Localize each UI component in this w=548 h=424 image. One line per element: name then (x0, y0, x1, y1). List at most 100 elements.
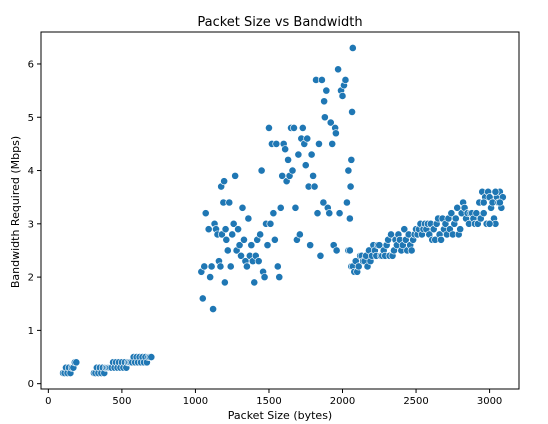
data-point (272, 139, 281, 148)
chart-title: Packet Size vs Bandwidth (197, 15, 362, 30)
data-point (225, 198, 234, 207)
data-point (345, 214, 354, 223)
axis-ticks: 0 500 1000 1500 2000 2500 3000 0 1 2 3 4 5 6 (28, 59, 503, 407)
data-point (221, 225, 230, 234)
data-point (200, 262, 209, 271)
data-point (260, 273, 269, 282)
data-point (243, 262, 251, 271)
data-point (326, 118, 335, 127)
data-point (206, 273, 215, 282)
data-point (222, 235, 231, 244)
data-point (257, 166, 266, 175)
data-point (256, 230, 265, 239)
data-point (301, 161, 310, 170)
data-points (59, 44, 507, 377)
data-point (235, 241, 244, 250)
data-point (269, 209, 278, 218)
data-point (319, 198, 328, 207)
data-point (231, 171, 240, 180)
y-tick-label: 6 (28, 59, 34, 70)
data-point (294, 150, 303, 159)
data-point (331, 129, 340, 138)
data-point (322, 86, 331, 95)
data-point (198, 294, 207, 303)
data-point (313, 209, 322, 218)
data-point (451, 214, 460, 223)
x-tick-label: 2000 (330, 396, 355, 407)
data-point (325, 209, 334, 218)
data-point (320, 97, 329, 106)
data-point (348, 44, 357, 52)
data-point (315, 139, 323, 148)
data-point (266, 219, 275, 228)
data-point (491, 187, 500, 196)
data-point (265, 124, 273, 132)
data-point (485, 219, 494, 228)
data-point (348, 108, 356, 116)
data-point (226, 262, 235, 271)
y-axis-title: Bandwidth Required (Mbps) (9, 136, 22, 288)
data-point (407, 246, 416, 255)
data-point (306, 241, 315, 250)
data-point (354, 262, 363, 271)
data-point (341, 76, 350, 84)
data-point (343, 198, 351, 207)
data-point (347, 155, 356, 164)
data-point (479, 209, 488, 218)
data-point (437, 235, 445, 244)
x-tick-label: 500 (112, 396, 131, 407)
x-tick-label: 0 (45, 396, 51, 407)
data-point (338, 92, 347, 100)
data-point (332, 246, 341, 255)
x-tick-label: 3000 (477, 396, 502, 407)
data-point (447, 209, 456, 218)
data-point (209, 305, 217, 313)
data-point (334, 65, 342, 74)
data-point (270, 235, 279, 244)
data-point (298, 124, 307, 132)
data-point (309, 171, 317, 180)
data-point (216, 262, 225, 271)
data-point (291, 203, 300, 212)
data-point (288, 166, 297, 175)
data-point (244, 214, 253, 223)
data-point (456, 225, 465, 234)
data-point (223, 246, 232, 255)
y-tick-label: 4 (28, 166, 34, 177)
data-point (275, 273, 284, 282)
data-point (263, 241, 272, 250)
y-tick-label: 3 (28, 219, 34, 230)
data-point (228, 230, 237, 239)
data-point (295, 230, 304, 239)
data-point (276, 203, 285, 212)
data-point (400, 225, 409, 234)
data-point (220, 278, 229, 287)
data-point (72, 358, 81, 367)
data-point (310, 182, 319, 191)
data-point (495, 198, 504, 207)
data-point (207, 262, 216, 271)
data-point (247, 241, 256, 250)
x-tick-label: 2500 (403, 396, 428, 407)
data-point (218, 230, 226, 239)
x-tick-label: 1500 (256, 396, 281, 407)
data-point (250, 278, 259, 287)
x-axis-title: Packet Size (bytes) (228, 409, 332, 422)
data-point (273, 262, 282, 271)
y-tick-label: 1 (28, 326, 34, 337)
data-point (335, 209, 344, 218)
data-point (234, 225, 242, 234)
data-point (316, 251, 325, 260)
data-point (238, 203, 247, 212)
data-point (240, 235, 248, 244)
x-tick-label: 1000 (183, 396, 208, 407)
plot-frame (40, 31, 520, 390)
data-point (320, 113, 329, 122)
data-point (345, 246, 354, 255)
data-point (201, 209, 210, 218)
data-point (220, 177, 229, 186)
data-point (318, 76, 326, 84)
data-point (147, 353, 156, 361)
data-point (229, 219, 238, 228)
